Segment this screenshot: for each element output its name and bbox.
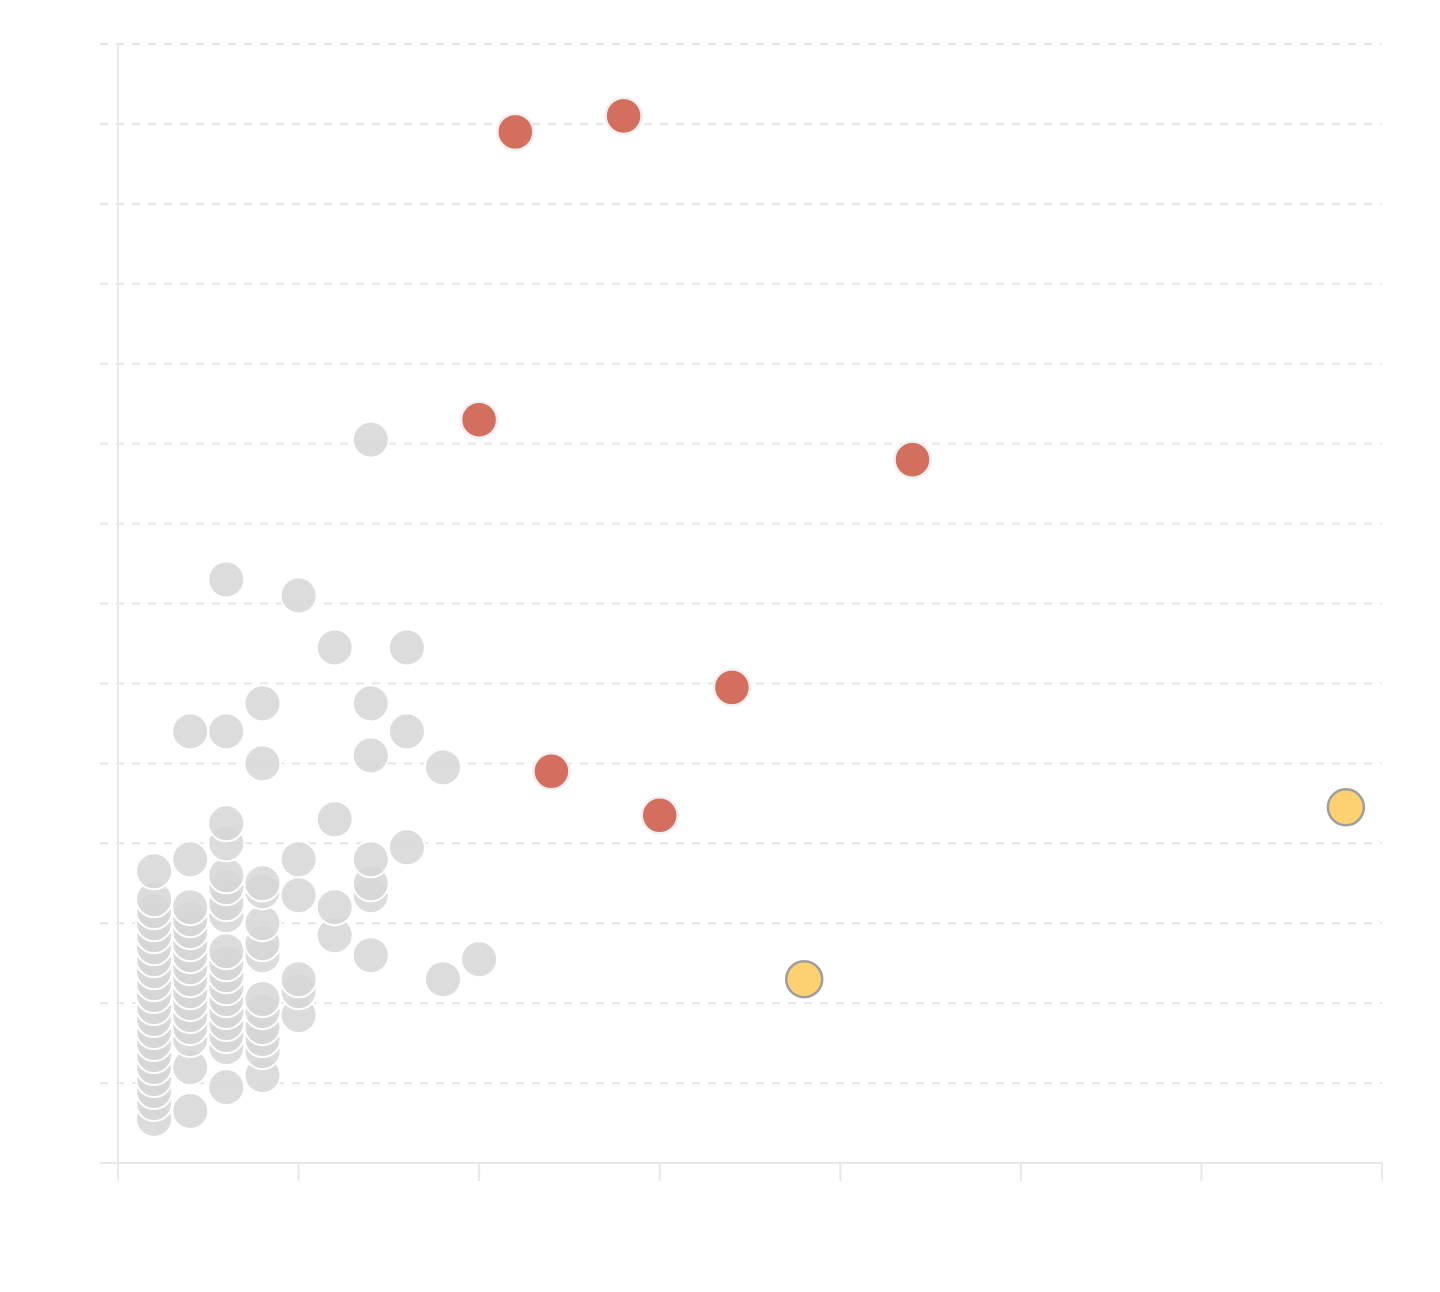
series-0-point-70 [279,876,318,915]
series-0-point-65 [243,744,282,783]
series-0-point-59 [243,980,282,1019]
series-0-point-80 [351,840,390,879]
series-0-point-66 [243,684,282,723]
series-2-point-1 [1326,788,1366,827]
series-0-point-89 [460,940,499,979]
series-1-point-1 [604,96,643,136]
series-0-point-33 [171,888,210,927]
series-1-point-3 [893,440,932,479]
data-points [135,96,1366,1138]
series-0-point-64 [243,864,282,903]
series-1-point-2 [459,400,499,439]
series-0-point-72 [279,576,318,615]
series-0-point-86 [387,628,426,667]
series-0-point-76 [315,628,354,667]
series-0-point-88 [424,748,462,787]
series-1-point-5 [532,752,571,791]
series-0-point-74 [315,888,354,927]
gridlines [100,43,1382,1085]
series-0-point-75 [315,800,354,839]
series-0-point-82 [351,684,390,723]
series-0-point-51 [207,804,246,843]
series-0-point-20 [171,1092,210,1130]
series-0-point-45 [207,932,246,971]
series-1-point-4 [712,668,752,707]
series-0-point-19 [135,852,174,891]
series-0-point-52 [207,712,246,751]
series-2-point-0 [784,959,824,999]
series-1-point-6 [640,796,679,835]
series-0-point-87 [424,960,462,999]
series-0-point-35 [171,712,210,751]
series-0-point-62 [243,904,282,943]
series-0-point-69 [279,960,318,999]
axes [100,44,1383,1181]
series-0-point-71 [279,840,318,879]
series-0-point-84 [387,828,426,867]
series-0-point-36 [207,1068,246,1107]
series-0-point-34 [171,840,210,879]
series-0-point-49 [207,856,246,895]
series-1-point-0 [496,112,535,152]
series-0-point-53 [207,560,246,599]
series-0-point-77 [351,936,390,975]
series-0-point-81 [351,736,390,775]
series-0-point-83 [351,420,390,459]
series-0-point-85 [387,712,426,751]
